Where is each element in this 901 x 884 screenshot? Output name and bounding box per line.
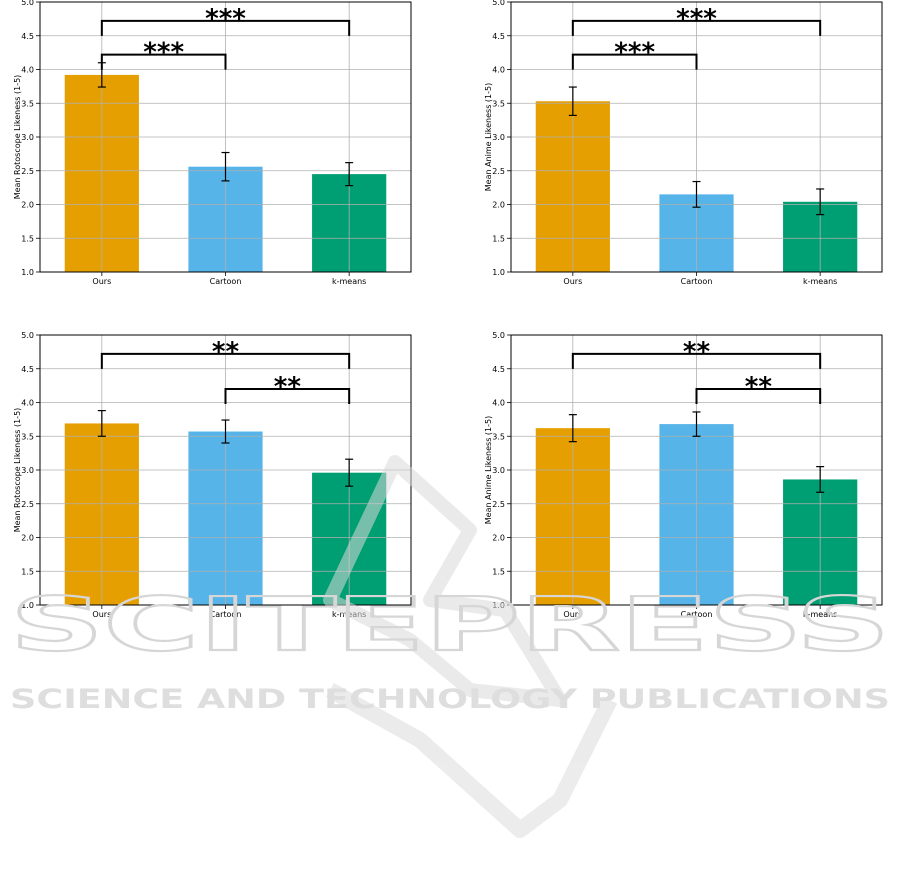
error-bar: [568, 86, 577, 117]
y-tick-label: 4.0: [21, 399, 34, 408]
significance-bracket: [100, 352, 351, 369]
y-tick-label: 4.0: [492, 66, 505, 75]
y-tick-label: 3.5: [21, 432, 34, 441]
y-tick-label: 2.5: [492, 167, 505, 176]
significance-label: **: [683, 337, 711, 367]
y-tick-label: 1.5: [492, 567, 505, 576]
error-bar: [97, 410, 106, 437]
y-tick-label: 5.0: [21, 0, 34, 7]
significance-label: ***: [614, 38, 655, 68]
y-tick-label: 5.0: [492, 331, 505, 340]
x-tick-label: k-means: [332, 610, 366, 619]
error-bar: [816, 188, 825, 216]
error-bar: [221, 151, 230, 182]
y-tick-label: 3.5: [21, 99, 34, 108]
y-axis-label: Mean Rotoscope Likeness (1-5): [13, 75, 22, 200]
significance-bracket: [224, 388, 351, 404]
y-tick-label: 1.0: [21, 268, 34, 277]
x-tick-label: k-means: [803, 610, 837, 619]
y-tick-label: 3.0: [21, 466, 34, 475]
chart-panel-1: 1.0 1.5 2.0 2.5 3.0 3.5 4.0 4.5 5.0 Ours Cartoon k-…: [13, 0, 412, 286]
y-tick-label: 2.0: [492, 534, 505, 543]
chart-panel-2: 1.0 1.5 2.0 2.5 3.0 3.5 4.0 4.5 5.0 Ours Cartoon k-…: [484, 0, 883, 286]
y-tick-label: 2.0: [492, 201, 505, 210]
y-tick-label: 2.0: [21, 201, 34, 210]
error-bar: [345, 162, 354, 187]
x-tick-label: Cartoon: [210, 610, 242, 619]
chart-panel-3: 1.0 1.5 2.0 2.5 3.0 3.5 4.0 4.5 5.0 Ours Cartoon k-…: [13, 331, 412, 619]
y-tick-label: 1.5: [492, 234, 505, 243]
error-bar: [568, 414, 577, 443]
y-tick-label: 3.0: [492, 466, 505, 475]
chart-panel-4: 1.0 1.5 2.0 2.5 3.0 3.5 4.0 4.5 5.0 Ours Cartoon k-…: [484, 331, 883, 619]
y-tick-label: 2.5: [492, 500, 505, 509]
y-tick-label: 5.0: [492, 0, 505, 7]
x-tick-label: Cartoon: [210, 277, 242, 286]
y-tick-label: 4.0: [21, 66, 34, 75]
y-tick-label: 5.0: [21, 331, 34, 340]
y-tick-label: 2.5: [21, 500, 34, 509]
x-tick-label: Ours: [92, 277, 111, 286]
y-tick-label: 1.0: [492, 601, 505, 610]
error-bar: [692, 180, 701, 208]
y-tick-label: 4.5: [21, 365, 34, 374]
significance-bracket: [571, 352, 822, 369]
significance-bracket: [100, 53, 227, 70]
y-tick-label: 4.5: [492, 365, 505, 374]
significance-label: ***: [676, 4, 717, 34]
y-tick-label: 3.0: [492, 133, 505, 142]
x-tick-label: Ours: [92, 610, 111, 619]
x-tick-label: Ours: [563, 610, 582, 619]
significance-label: **: [274, 372, 302, 402]
y-tick-label: 3.0: [21, 133, 34, 142]
y-tick-label: 2.5: [21, 167, 34, 176]
y-tick-label: 1.0: [492, 268, 505, 277]
significance-bracket: [571, 53, 698, 70]
x-tick-label: k-means: [332, 277, 366, 286]
significance-bracket: [100, 19, 351, 36]
x-tick-label: k-means: [803, 277, 837, 286]
y-tick-label: 4.5: [492, 32, 505, 41]
y-tick-label: 1.0: [21, 601, 34, 610]
x-tick-label: Cartoon: [681, 277, 713, 286]
y-tick-label: 1.5: [21, 567, 34, 576]
significance-bracket: [571, 19, 822, 36]
significance-label: ***: [205, 4, 246, 34]
y-tick-label: 4.5: [21, 32, 34, 41]
x-tick-label: Ours: [563, 277, 582, 286]
y-tick-label: 1.5: [21, 234, 34, 243]
y-axis-label: Mean Anime Likeness (1-5): [484, 83, 493, 192]
error-bar: [692, 411, 701, 437]
error-bar: [221, 419, 230, 444]
significance-label: **: [745, 372, 773, 402]
y-axis-label: Mean Rotoscope Likeness (1-5): [13, 408, 22, 533]
significance-label: **: [212, 337, 240, 367]
y-tick-label: 4.0: [492, 399, 505, 408]
y-tick-label: 2.0: [21, 534, 34, 543]
y-tick-label: 3.5: [492, 99, 505, 108]
y-axis-label: Mean Anime Likeness (1-5): [484, 416, 493, 525]
error-bar: [816, 466, 825, 493]
significance-label: ***: [143, 38, 184, 68]
y-tick-label: 3.5: [492, 432, 505, 441]
x-tick-label: Cartoon: [681, 610, 713, 619]
significance-bracket: [695, 388, 822, 404]
